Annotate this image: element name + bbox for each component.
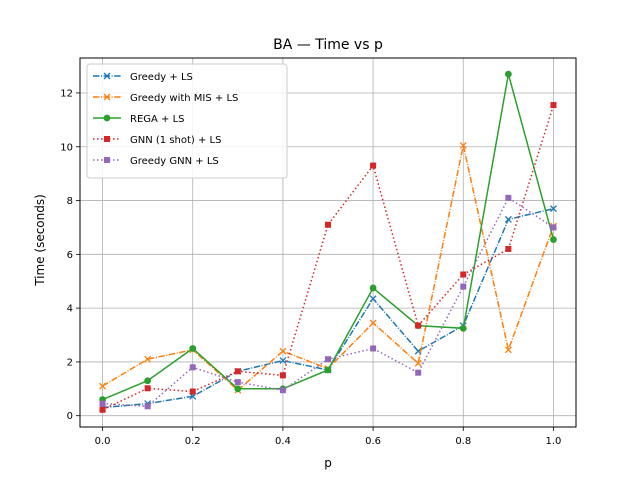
legend-marker <box>104 136 110 142</box>
x-axis-ticks: 0.0 0.2 0.4 0.6 0.8 1.0 <box>95 427 562 447</box>
y-axis-ticks: 0 2 4 6 8 10 12 <box>60 88 80 422</box>
legend-box <box>86 63 288 179</box>
data-point <box>550 224 557 231</box>
x-axis-label: p <box>324 456 332 470</box>
y-tick-label: 2 <box>67 357 73 368</box>
data-point <box>549 205 557 213</box>
data-point <box>99 382 107 390</box>
data-point <box>505 245 512 252</box>
data-point <box>279 372 286 379</box>
data-point <box>370 345 377 352</box>
data-point <box>234 368 241 375</box>
data-point <box>144 355 152 363</box>
data-point <box>459 141 467 149</box>
data-point <box>370 162 377 169</box>
y-tick-label: 4 <box>67 304 73 315</box>
data-point <box>99 406 106 413</box>
data-point <box>415 322 422 329</box>
x-tick-label: 0.8 <box>455 436 471 447</box>
data-point <box>504 215 512 223</box>
series-4 <box>99 102 557 413</box>
legend-label: Greedy GNN + LS <box>130 156 219 167</box>
y-axis-label: Time (seconds) <box>33 194 47 287</box>
legend: Greedy + LS Greedy with MIS + LS REGA + LS… <box>86 63 288 179</box>
y-tick-label: 0 <box>67 411 73 422</box>
data-point <box>325 221 331 228</box>
series-line <box>102 196 554 408</box>
x-tick-label: 0.0 <box>95 436 111 447</box>
series-5 <box>99 194 557 410</box>
data-point <box>99 400 106 407</box>
data-point <box>459 324 467 332</box>
data-point <box>189 364 196 371</box>
legend-entry: REGA + LS <box>93 114 185 125</box>
data-point <box>189 388 196 395</box>
data-point <box>369 319 377 327</box>
legend-label: REGA + LS <box>130 114 185 125</box>
data-point <box>369 284 377 292</box>
legend-label: Greedy with MIS + LS <box>130 93 238 104</box>
legend-entry: Greedy + LS <box>93 72 193 83</box>
data-point <box>234 379 241 386</box>
x-tick-label: 1.0 <box>546 436 562 447</box>
data-point <box>279 387 286 394</box>
legend-label: Greedy + LS <box>130 72 193 83</box>
data-point <box>504 346 512 354</box>
plot-frame <box>79 57 577 428</box>
legend-marker <box>104 157 110 163</box>
legend-marker <box>103 114 111 122</box>
series-line <box>102 104 555 411</box>
data-point <box>234 385 242 393</box>
x-tick-label: 0.2 <box>185 436 201 447</box>
data-point <box>144 377 152 385</box>
data-point <box>324 366 332 374</box>
legend-marker <box>103 72 111 80</box>
data-point <box>414 347 422 355</box>
data-point <box>505 194 512 201</box>
x-tick-label: 0.4 <box>275 436 291 447</box>
y-tick-label: 12 <box>60 88 73 99</box>
data-point <box>460 283 467 290</box>
legend-marker <box>103 93 111 101</box>
data-point <box>550 236 557 243</box>
series-line <box>102 145 555 392</box>
data-point <box>504 70 512 78</box>
x-tick-label: 0.6 <box>365 436 381 447</box>
data-point <box>415 369 422 376</box>
chart-title: BA — Time vs p <box>273 37 383 53</box>
data-point <box>414 359 422 367</box>
data-point <box>189 345 197 352</box>
legend-entry: Greedy with MIS + LS <box>93 93 238 104</box>
legend-entry: Greedy GNN + LS <box>93 156 219 167</box>
data-point <box>460 271 467 278</box>
data-point <box>279 347 287 355</box>
data-point <box>144 403 151 410</box>
data-point <box>144 385 151 392</box>
y-tick-label: 6 <box>67 250 73 261</box>
data-point <box>550 102 557 109</box>
y-tick-label: 10 <box>60 142 73 153</box>
y-tick-label: 8 <box>67 196 73 207</box>
data-point <box>325 356 331 363</box>
legend-label: GNN (1 shot) + LS <box>130 135 221 146</box>
legend-entry: GNN (1 shot) + LS <box>93 135 221 146</box>
series-layer <box>99 70 557 413</box>
data-point <box>279 357 287 365</box>
data-point <box>369 295 377 303</box>
